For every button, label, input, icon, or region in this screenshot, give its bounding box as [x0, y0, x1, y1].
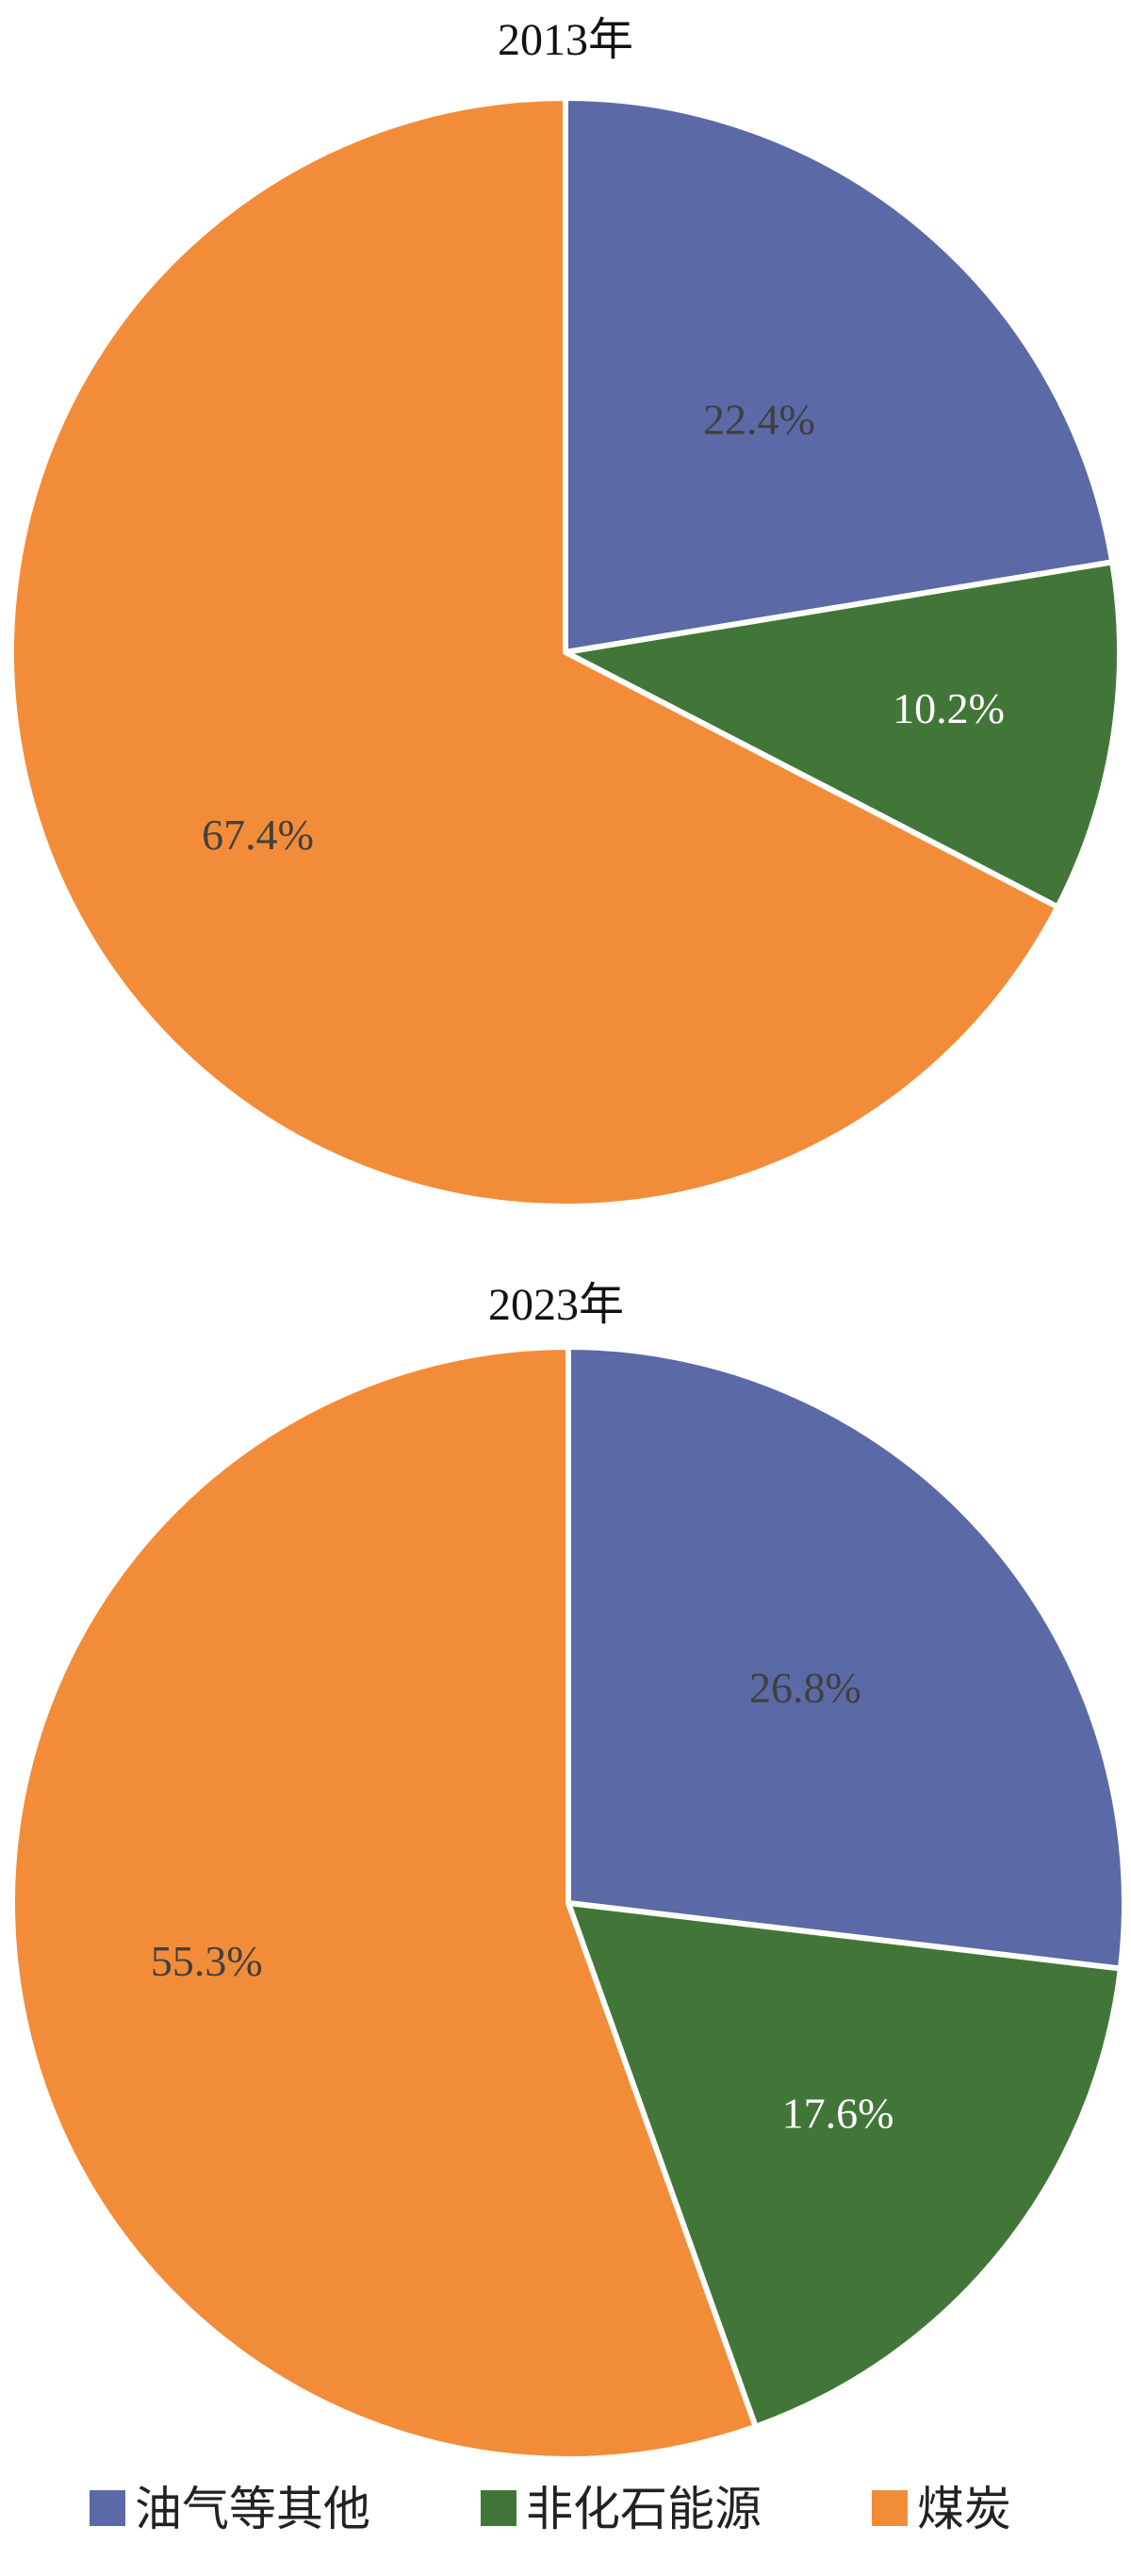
slice-labels-2023: 26.8% 17.6% 55.3%: [151, 1664, 894, 2137]
legend-swatch-coal: [872, 2490, 908, 2526]
slice-label-coal-2013: 67.4%: [202, 811, 314, 859]
pie-chart-2013: 2013年 22.4% 10.2% 67.4%: [8, 15, 1123, 1209]
legend-label-coal: 煤炭: [917, 2482, 1011, 2536]
legend-label-non-fossil: 非化石能源: [526, 2482, 762, 2536]
pie-slice-coal-2023: [8, 1344, 759, 2462]
slice-labels-2013: 22.4% 10.2% 67.4%: [202, 395, 1005, 859]
pie-slice-oil-gas-2023: [566, 1344, 1127, 1972]
pie-slice-non-fossil-2013: [563, 559, 1123, 911]
legend-swatch-non-fossil: [481, 2490, 516, 2526]
slice-label-non-fossil-2023: 17.6%: [782, 2090, 894, 2138]
slice-label-coal-2023: 55.3%: [151, 1937, 263, 1985]
pie-slice-coal-2013: [8, 95, 1061, 1209]
slice-label-oil-gas-2013: 22.4%: [703, 395, 815, 443]
legend-swatch-oil-gas: [90, 2490, 125, 2526]
slice-label-non-fossil-2013: 10.2%: [893, 684, 1005, 732]
legend-label-oil-gas: 油气等其他: [135, 2482, 370, 2536]
chart-title-2013: 2013年: [498, 15, 633, 65]
pie-slice-oil-gas-2013: [563, 95, 1116, 655]
slice-label-oil-gas-2023: 26.8%: [749, 1664, 861, 1712]
legend: 油气等其他 非化石能源 煤炭: [90, 2482, 1011, 2536]
chart-title-2023: 2023年: [488, 1280, 624, 1330]
pie-slices-2023: [8, 1344, 1127, 2462]
pie-slices-2013: [8, 95, 1123, 1209]
pie-slice-non-fossil-2023: [566, 1900, 1123, 2430]
pie-chart-2023: 2023年 26.8% 17.6% 55.3%: [8, 1280, 1127, 2462]
